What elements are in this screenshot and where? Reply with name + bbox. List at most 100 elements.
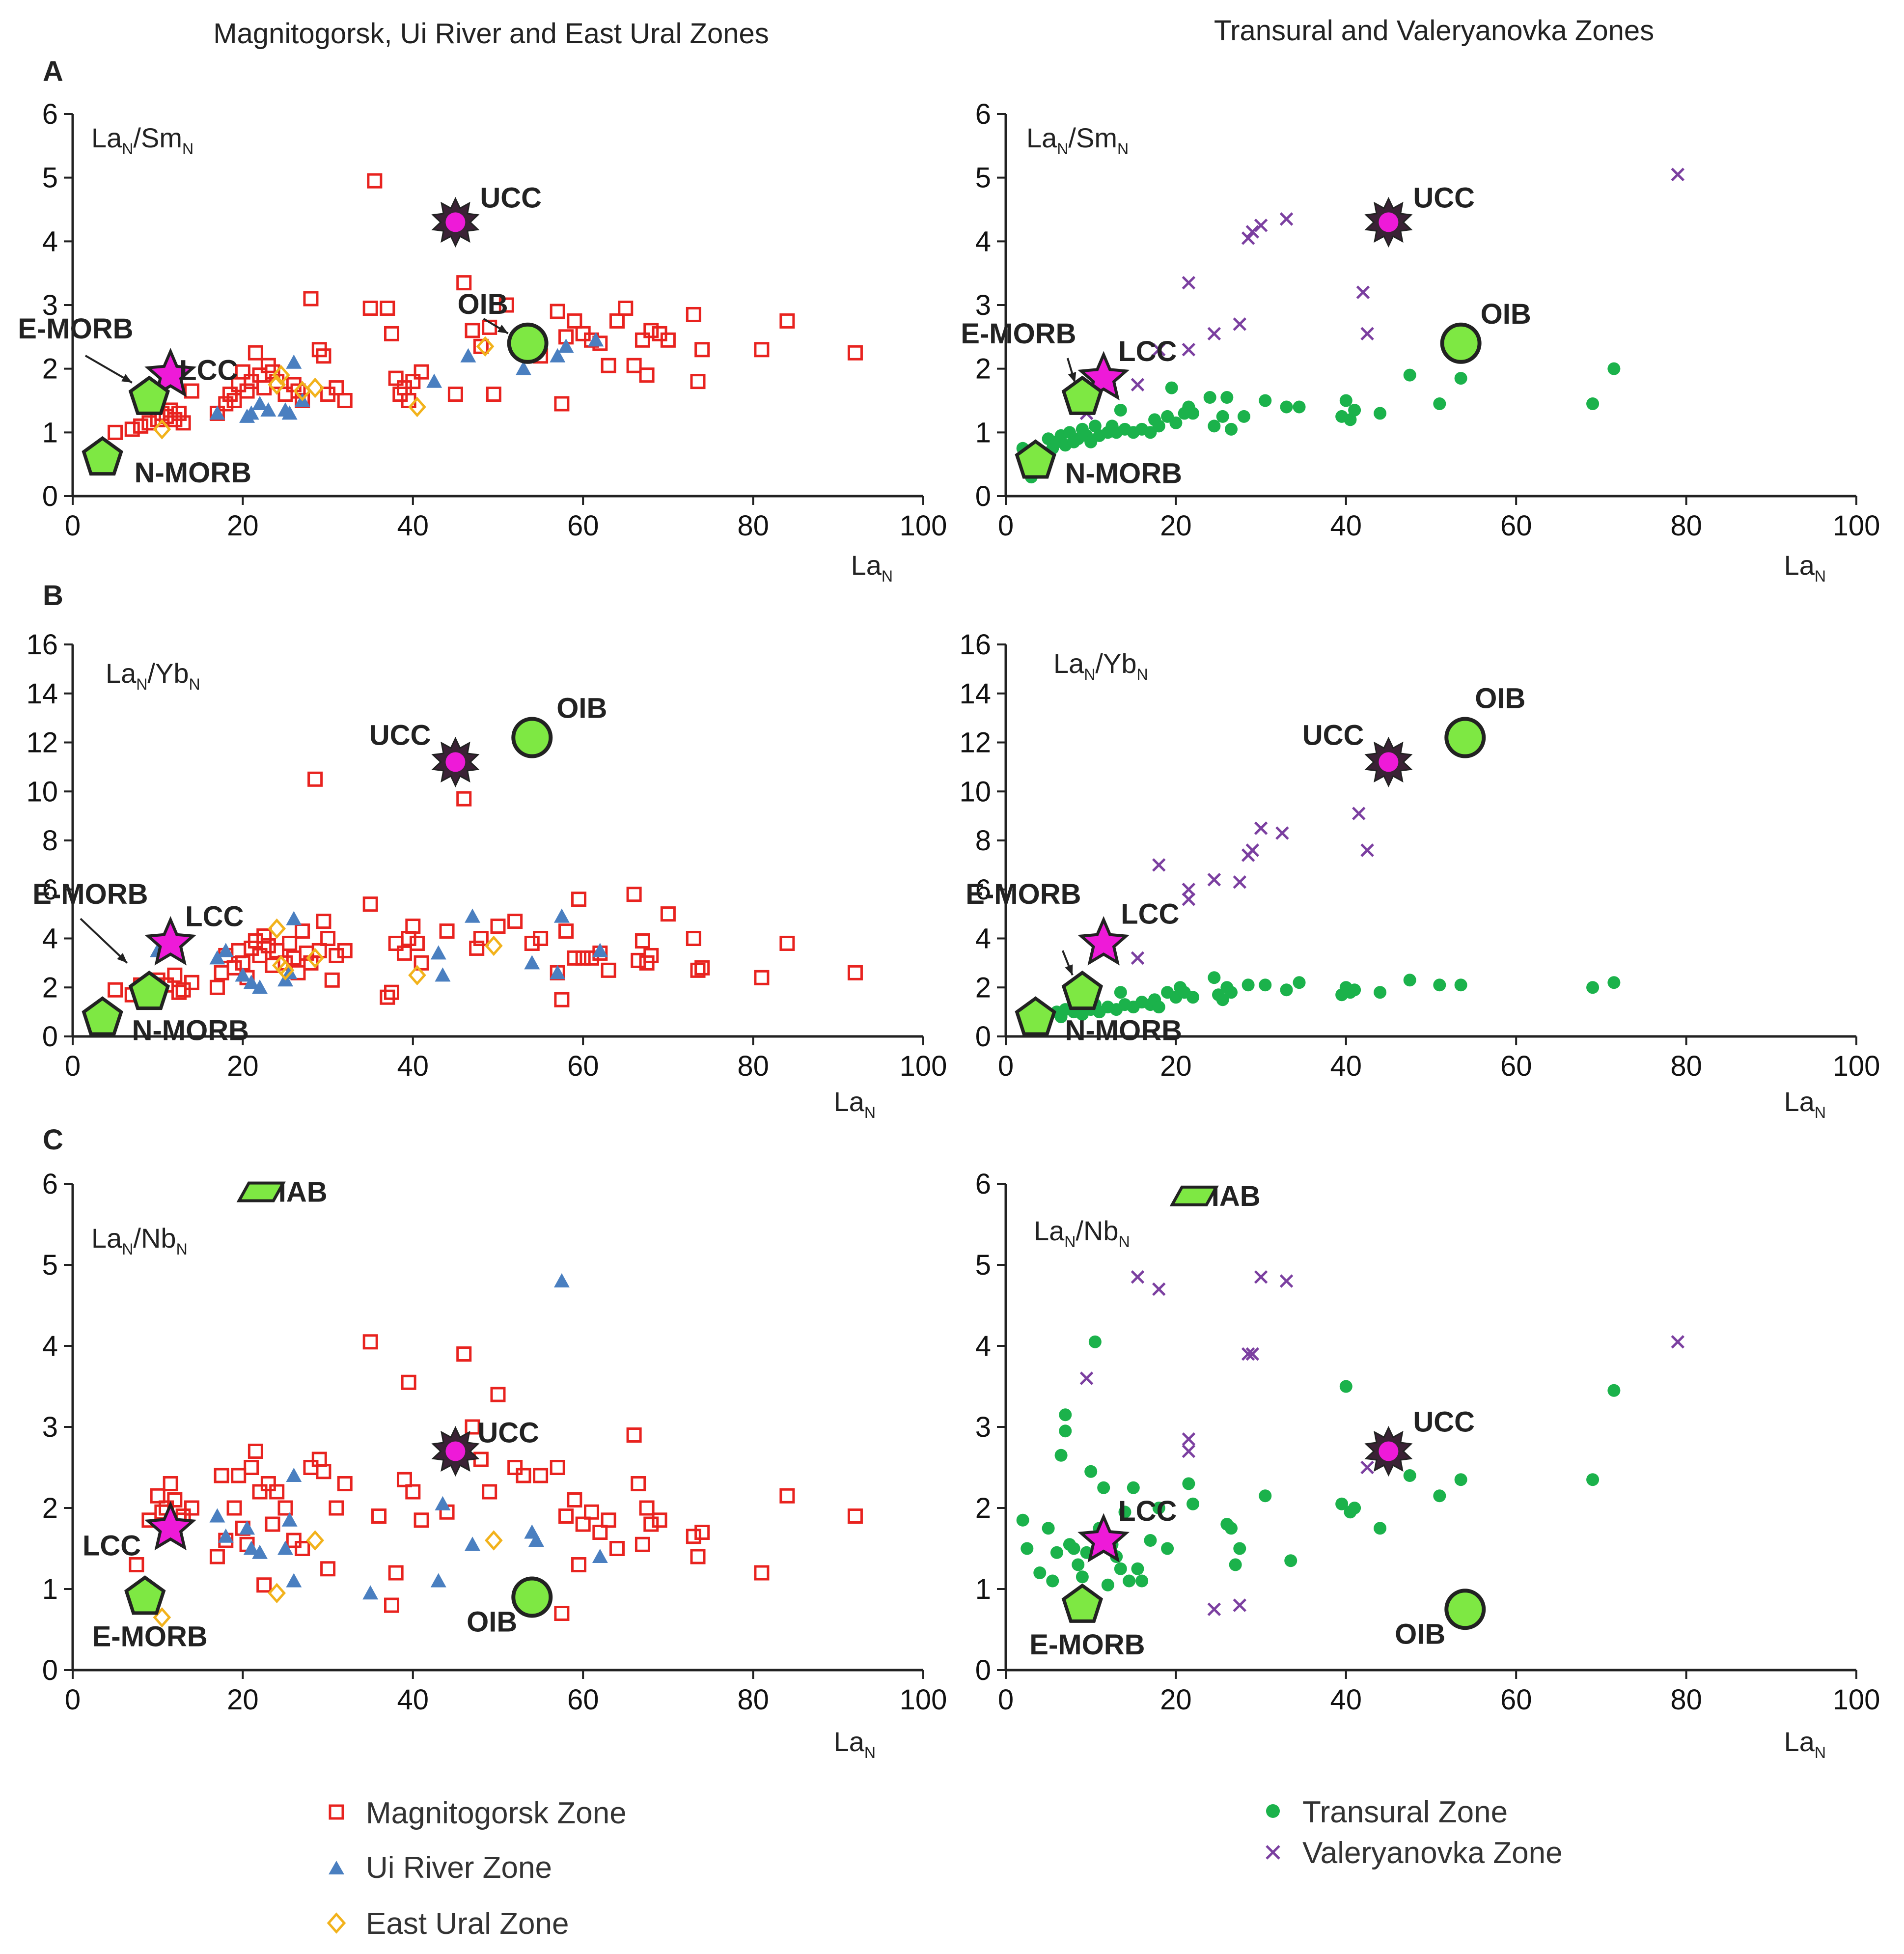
data-point bbox=[235, 364, 250, 380]
data-point bbox=[150, 1488, 166, 1504]
data-point bbox=[1433, 397, 1446, 410]
data-point bbox=[184, 383, 199, 399]
data-point bbox=[1293, 400, 1306, 414]
y-tick-label: 12 bbox=[959, 727, 991, 759]
data-point bbox=[218, 1528, 234, 1543]
data-point bbox=[167, 967, 183, 983]
data-point bbox=[1259, 394, 1272, 407]
data-point bbox=[626, 358, 642, 373]
data-point bbox=[1245, 225, 1260, 239]
data-point bbox=[414, 1512, 429, 1528]
data-point bbox=[1259, 978, 1272, 992]
data-point bbox=[171, 405, 187, 421]
data-point bbox=[1067, 1542, 1080, 1555]
y-tick-label: 2 bbox=[42, 1492, 58, 1524]
data-point bbox=[277, 1500, 293, 1516]
data-point bbox=[1088, 1335, 1102, 1348]
data-point bbox=[235, 967, 251, 982]
series-valeryanovka-zone bbox=[1131, 807, 1374, 965]
series-east-ural-zone bbox=[153, 1530, 503, 1628]
data-point bbox=[218, 943, 234, 957]
data-point bbox=[447, 387, 463, 402]
x-tick-label: 60 bbox=[1500, 1684, 1532, 1716]
reference-oib: OIB bbox=[511, 693, 607, 758]
x-tick-label: 40 bbox=[397, 510, 429, 542]
data-point bbox=[456, 275, 472, 291]
annotation-arrowhead bbox=[121, 374, 132, 383]
ucc-center-marker bbox=[1379, 1441, 1399, 1461]
reference-label: LCC bbox=[1121, 898, 1179, 930]
y-axis-title-part: La bbox=[106, 658, 137, 689]
data-point bbox=[456, 1346, 472, 1362]
morb-pentagon-marker bbox=[1015, 996, 1056, 1036]
data-point bbox=[639, 1500, 655, 1516]
reference-label: UCC bbox=[477, 1417, 539, 1449]
data-point bbox=[686, 1529, 701, 1544]
data-point bbox=[252, 948, 268, 963]
reference-label: IAB bbox=[278, 1176, 328, 1208]
data-point bbox=[1242, 978, 1255, 992]
data-point bbox=[1233, 875, 1247, 889]
annotation-arrowhead bbox=[1065, 964, 1073, 976]
data-point bbox=[847, 1508, 863, 1524]
y-axis-title-subscript: N bbox=[1057, 140, 1068, 158]
x-tick-label: 60 bbox=[1500, 1050, 1532, 1082]
data-point bbox=[550, 348, 566, 363]
legend-marker-triangle bbox=[329, 1861, 344, 1874]
data-point bbox=[439, 923, 455, 939]
data-point bbox=[209, 1508, 225, 1523]
data-point bbox=[306, 948, 324, 969]
x-axis-title-subscript: N bbox=[1815, 1104, 1826, 1121]
data-point bbox=[276, 960, 295, 981]
x-axis-title: LaN bbox=[1784, 1726, 1826, 1761]
data-point bbox=[476, 336, 495, 357]
data-point bbox=[498, 297, 514, 313]
data-point bbox=[1076, 1570, 1089, 1584]
data-point bbox=[405, 1484, 421, 1500]
x-tick-label: 40 bbox=[397, 1050, 429, 1082]
data-point bbox=[286, 1468, 302, 1482]
reference-oib: OIB bbox=[457, 288, 549, 364]
data-point bbox=[1152, 1282, 1166, 1296]
data-point bbox=[324, 972, 340, 988]
data-point bbox=[401, 931, 416, 946]
x-axis-title-subscript: N bbox=[882, 567, 893, 585]
y-axis-title-part: /Nb bbox=[1076, 1215, 1118, 1246]
data-point bbox=[592, 1549, 608, 1563]
reference-label: UCC bbox=[369, 719, 431, 751]
x-tick-label: 0 bbox=[998, 1050, 1014, 1082]
series-transural-zone bbox=[1016, 1335, 1621, 1591]
reference-label: N-MORB bbox=[1065, 458, 1182, 490]
data-point bbox=[272, 364, 290, 386]
x-axis-title: LaN bbox=[1784, 550, 1826, 585]
y-tick-label: 14 bbox=[26, 678, 58, 710]
data-point bbox=[231, 943, 247, 958]
data-point bbox=[626, 1427, 642, 1443]
reference-label: UCC bbox=[1413, 1406, 1475, 1438]
data-point bbox=[609, 1541, 625, 1556]
reference-label: LCC bbox=[83, 1530, 141, 1562]
data-point bbox=[626, 887, 642, 902]
data-point bbox=[1127, 1481, 1140, 1494]
data-point bbox=[618, 300, 634, 316]
reference-label: IAB bbox=[1212, 1180, 1261, 1212]
y-axis-title-part: La bbox=[1034, 1215, 1065, 1246]
data-point bbox=[754, 342, 770, 358]
data-point bbox=[1344, 413, 1357, 426]
reference-e-morb: E-MORB bbox=[92, 1575, 208, 1653]
y-axis-title: LaN/SmN bbox=[1026, 122, 1129, 158]
data-point bbox=[1084, 1465, 1098, 1478]
data-point bbox=[1607, 362, 1621, 375]
data-point bbox=[1182, 1444, 1196, 1458]
data-point bbox=[209, 950, 225, 965]
annotation-arrowhead bbox=[1068, 372, 1076, 383]
data-point bbox=[1187, 1497, 1200, 1510]
reference-label: E-MORB bbox=[966, 878, 1081, 910]
reference-label: OIB bbox=[467, 1606, 517, 1638]
data-point bbox=[141, 415, 157, 431]
data-point bbox=[524, 935, 540, 951]
y-tick-label: 5 bbox=[975, 162, 991, 194]
data-point bbox=[639, 367, 655, 383]
reference-label: UCC bbox=[480, 182, 542, 214]
y-axis-title-subscript: N bbox=[1064, 1233, 1076, 1251]
